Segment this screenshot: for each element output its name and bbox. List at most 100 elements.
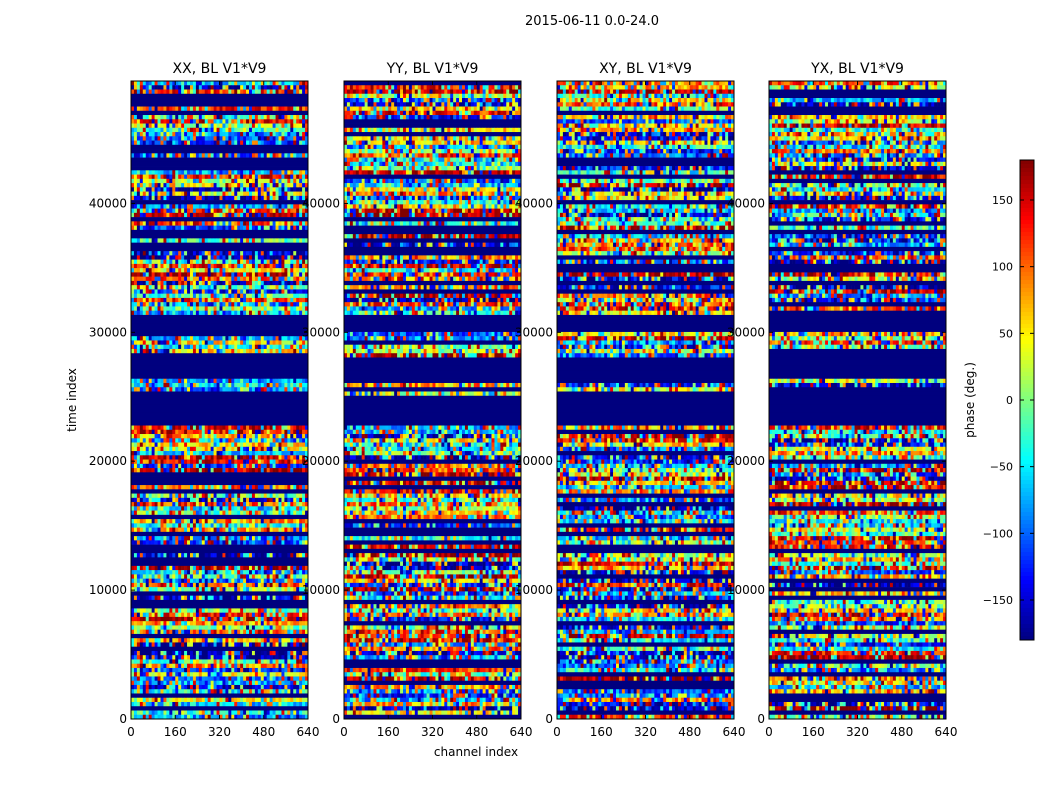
heatmap-cell: [160, 183, 164, 188]
heatmap-cell: [296, 178, 300, 184]
heatmap-cell: [263, 582, 267, 588]
heatmap-cell: [172, 382, 176, 388]
flagged-row: [131, 110, 308, 116]
heatmap-cell: [257, 140, 262, 146]
heatmap-cell: [305, 212, 309, 218]
heatmap-cell: [305, 502, 309, 507]
heatmap-cell: [157, 255, 161, 260]
heatmap-cell: [133, 289, 138, 294]
heatmap-cell: [281, 127, 285, 133]
heatmap-cell: [160, 582, 164, 588]
heatmap-cell: [240, 289, 244, 294]
heatmap-cell: [290, 187, 294, 192]
heatmap-cell: [201, 434, 206, 439]
heatmap-cell: [210, 119, 214, 124]
heatmap-cell: [133, 259, 138, 265]
heatmap-cell: [296, 289, 300, 294]
heatmap-cell: [302, 195, 306, 201]
heatmap-cell: [204, 608, 208, 613]
heatmap-cell: [157, 272, 161, 277]
heatmap-cell: [184, 272, 188, 277]
heatmap-cell: [187, 387, 191, 392]
heatmap-cell: [192, 382, 197, 388]
heatmap-cell: [249, 446, 253, 452]
heatmap-cell: [228, 221, 232, 226]
heatmap-cell: [192, 174, 197, 180]
heatmap-cell: [287, 578, 291, 584]
heatmap-cell: [257, 510, 262, 516]
heatmap-cell: [222, 446, 226, 452]
heatmap-cell: [181, 578, 185, 584]
heatmap-cell: [207, 574, 211, 579]
heatmap-cell: [213, 463, 217, 469]
heatmap-cell: [198, 276, 203, 282]
heatmap-cell: [166, 119, 170, 124]
heatmap-cell: [263, 183, 267, 188]
heatmap-cell: [219, 293, 223, 299]
heatmap-cell: [237, 221, 241, 226]
heatmap-cell: [175, 582, 179, 588]
heatmap-cell: [284, 565, 288, 571]
heatmap-cell: [263, 255, 267, 260]
heatmap-cell: [131, 106, 135, 112]
heatmap-cell: [254, 225, 259, 231]
heatmap-cell: [269, 280, 273, 286]
heatmap-cell: [254, 434, 259, 439]
heatmap-cell: [290, 378, 294, 384]
heatmap-cell: [178, 106, 182, 112]
heatmap-cell: [243, 506, 247, 511]
heatmap-cell: [178, 140, 182, 146]
heatmap-cell: [284, 123, 288, 129]
heatmap-cell: [228, 553, 232, 558]
heatmap-cell: [251, 425, 256, 431]
heatmap-cell: [142, 387, 147, 392]
heatmap-cell: [151, 251, 155, 256]
heatmap-cell: [151, 497, 155, 503]
heatmap-cell: [198, 570, 203, 575]
heatmap-cell: [240, 506, 244, 511]
heatmap-cell: [260, 340, 265, 345]
heatmap-cell: [151, 123, 155, 129]
heatmap-cell: [240, 310, 244, 316]
heatmap-cell: [201, 280, 206, 286]
heatmap-cell: [257, 170, 262, 175]
heatmap-cell: [145, 89, 149, 95]
heatmap-cell: [139, 578, 144, 584]
heatmap-cell: [219, 553, 223, 558]
heatmap-cell: [181, 195, 185, 201]
heatmap-cell: [293, 612, 297, 618]
heatmap-cell: [219, 212, 223, 218]
heatmap-cell: [187, 519, 191, 524]
heatmap-cell: [284, 225, 288, 231]
heatmap-cell: [293, 272, 297, 277]
heatmap-cell: [278, 136, 282, 141]
heatmap-cell: [243, 127, 247, 133]
heatmap-cell: [287, 612, 291, 618]
heatmap-cell: [148, 523, 152, 528]
heatmap-cell: [195, 119, 200, 124]
heatmap-cell: [187, 455, 191, 460]
heatmap-cell: [234, 519, 238, 524]
heatmap-cell: [192, 463, 197, 469]
heatmap-cell: [287, 123, 291, 129]
heatmap-cell: [201, 178, 206, 184]
heatmap-cell: [225, 540, 229, 545]
heatmap-cell: [222, 621, 226, 626]
heatmap-cell: [142, 468, 147, 473]
heatmap-cell: [225, 195, 229, 201]
heatmap-cell: [246, 293, 250, 299]
heatmap-cell: [278, 378, 282, 384]
heatmap-cell: [228, 183, 232, 188]
heatmap-cell: [169, 451, 173, 456]
heatmap-cell: [195, 212, 200, 218]
heatmap-cell: [166, 310, 170, 316]
heatmap-cell: [281, 621, 285, 626]
heatmap-cell: [263, 178, 267, 184]
heatmap-cell: [213, 493, 217, 499]
heatmap-cell: [192, 81, 197, 86]
heatmap-cell: [148, 510, 152, 516]
heatmap-cell: [157, 510, 161, 516]
heatmap-cell: [278, 119, 282, 124]
heatmap-cell: [181, 268, 185, 273]
heatmap-cell: [201, 191, 206, 197]
